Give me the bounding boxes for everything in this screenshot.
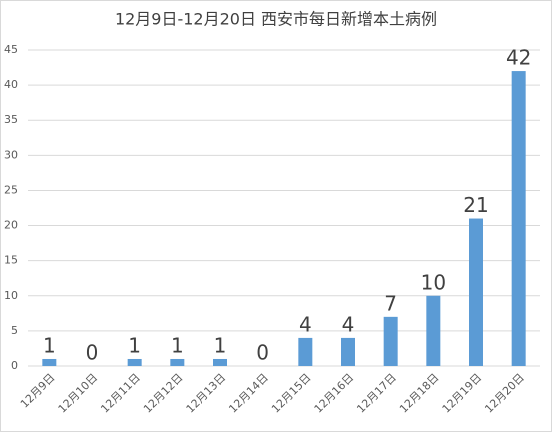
bar: [127, 358, 142, 366]
y-tick-label: 5: [11, 324, 18, 337]
chart-title: 12月9日-12月20日 西安市每日新增本土病例: [115, 10, 437, 29]
data-label: 4: [342, 312, 355, 336]
data-label: 7: [384, 291, 397, 315]
y-tick-label: 45: [4, 43, 18, 56]
data-label: 10: [421, 270, 446, 294]
y-tick-label: 0: [11, 359, 18, 372]
y-tick-label: 25: [4, 183, 18, 196]
data-label: 21: [463, 193, 488, 217]
data-label: 0: [256, 341, 269, 365]
bar: [341, 337, 355, 366]
y-tick-label: 30: [4, 148, 18, 161]
data-label: 1: [43, 333, 56, 357]
bar: [170, 358, 185, 366]
bar: [42, 358, 57, 366]
bar: [298, 337, 313, 366]
y-tick-label: 20: [4, 219, 18, 232]
y-tick-label: 40: [4, 78, 18, 91]
data-label: 42: [506, 46, 531, 70]
bar: [383, 316, 398, 366]
y-tick-label: 35: [4, 113, 18, 126]
data-label: 1: [171, 333, 184, 357]
bar: [469, 218, 483, 366]
y-tick-label: 10: [4, 289, 18, 302]
bar: [213, 358, 227, 366]
data-label: 4: [299, 312, 312, 336]
data-label: 1: [214, 333, 227, 357]
bar: [511, 71, 526, 367]
data-label: 0: [86, 341, 99, 365]
bar: [426, 295, 441, 366]
y-tick-label: 15: [4, 254, 18, 267]
data-label: 1: [128, 333, 141, 357]
